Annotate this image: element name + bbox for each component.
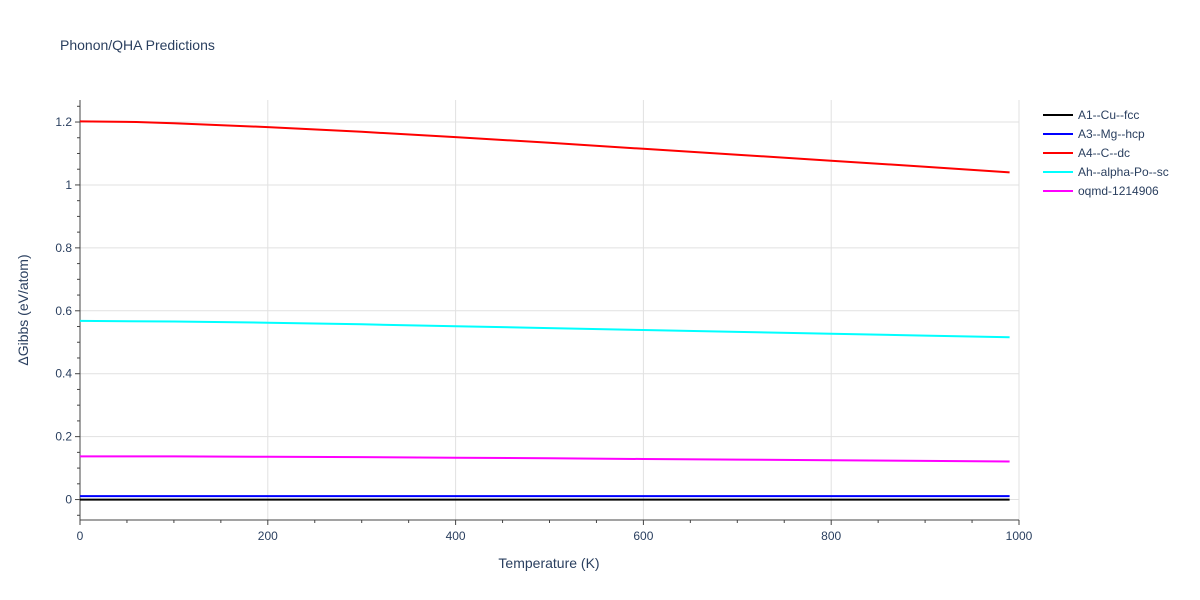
- legend-item[interactable]: A3--Mg--hcp: [1043, 127, 1145, 141]
- series-line-ah-alpha-po-sc: [79, 319, 1010, 339]
- y-tick-label: 0.6: [55, 304, 72, 318]
- series-lines: [79, 120, 1010, 501]
- legend-label: A4--C--dc: [1078, 146, 1130, 160]
- legend-item[interactable]: Ah--alpha-Po--sc: [1043, 165, 1169, 179]
- y-tick-label: 0.4: [55, 367, 72, 381]
- legend-item[interactable]: oqmd-1214906: [1043, 184, 1159, 198]
- series-line-a4-c-dc: [79, 120, 1010, 174]
- legend-label: A1--Cu--fcc: [1078, 108, 1139, 122]
- x-tick-label: 400: [446, 529, 466, 543]
- y-axis-title: ΔGibbs (eV/atom): [15, 254, 31, 365]
- y-tick-label: 0.2: [55, 430, 72, 444]
- y-tick-label: 0.8: [55, 241, 72, 255]
- y-tick-label: 1: [65, 178, 72, 192]
- legend-label: Ah--alpha-Po--sc: [1078, 165, 1169, 179]
- x-tick-label: 0: [77, 529, 84, 543]
- x-tick-label: 600: [633, 529, 653, 543]
- axes: 0 200 400 600 800 1000 0 0.2 0.4 0.6 0.8 1 1.2: [55, 100, 1033, 543]
- chart-title: Phonon/QHA Predictions: [60, 37, 215, 53]
- legend-label: A3--Mg--hcp: [1078, 127, 1145, 141]
- legend: A1--Cu--fcc A3--Mg--hcp A4--C--dc Ah--alpha…: [1043, 108, 1169, 198]
- x-tick-label: 800: [821, 529, 841, 543]
- legend-item[interactable]: A1--Cu--fcc: [1043, 108, 1139, 122]
- legend-item[interactable]: A4--C--dc: [1043, 146, 1130, 160]
- y-tick-label: 0: [65, 493, 72, 507]
- y-tick-label: 1.2: [55, 115, 72, 129]
- legend-label: oqmd-1214906: [1078, 184, 1159, 198]
- x-tick-label: 1000: [1006, 529, 1033, 543]
- x-tick-label: 200: [258, 529, 278, 543]
- series-line-oqmd-1214906: [80, 455, 1010, 463]
- x-axis-title: Temperature (K): [498, 555, 599, 571]
